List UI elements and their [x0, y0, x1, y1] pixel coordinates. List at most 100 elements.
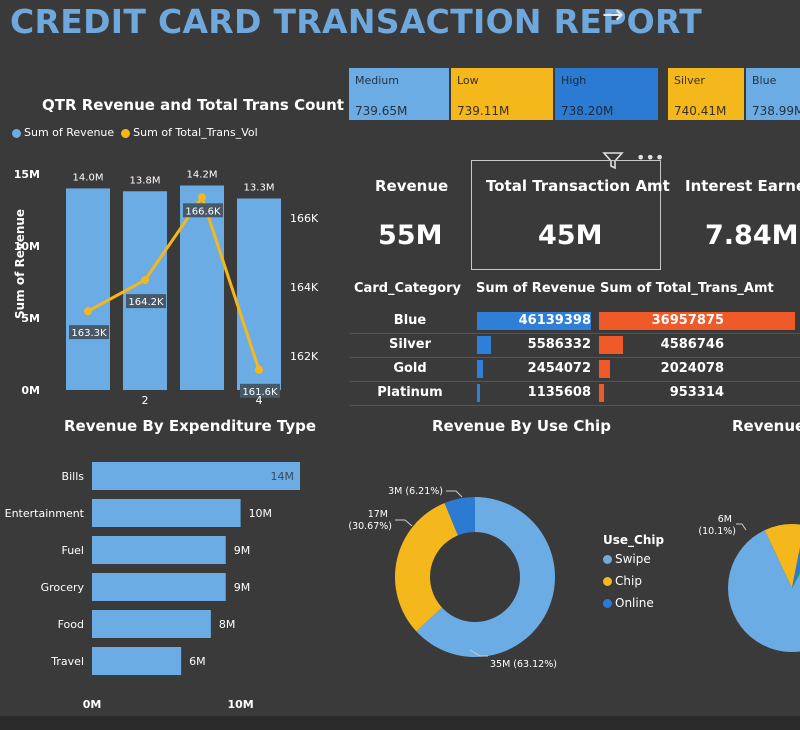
slice-label: (30.67%) — [348, 521, 392, 532]
revenue-bar — [123, 191, 167, 390]
cell-revenue: 5586332 — [527, 337, 591, 352]
x-tick-label: 0M — [83, 698, 102, 711]
kpi-interest-label: Interest Earned — [685, 177, 800, 195]
legend-label: Chip — [615, 574, 642, 588]
table-header-trans: Sum of Total_Trans_Amt — [600, 281, 774, 296]
transvol-point — [141, 276, 149, 285]
cell-category: Platinum — [377, 385, 443, 400]
line-data-label: 166.6K — [185, 206, 221, 217]
filter-icon[interactable] — [602, 150, 624, 170]
slicer-label: Medium — [355, 74, 399, 87]
cell-trans: 36957875 — [651, 313, 724, 328]
cell-revenue: 1135608 — [527, 385, 591, 400]
chip-chart-title: Revenue By Use Chip — [432, 417, 611, 435]
kpi-total-trans-label: Total Transaction Amt — [486, 177, 670, 195]
table-row[interactable]: Platinum 1135608 953314 — [350, 382, 800, 406]
slicer-silver[interactable]: Silver 740.41M — [668, 68, 744, 120]
exp-chart: Bills 14M Entertainment 10M Fuel 9M Grocery 9M F… — [5, 462, 300, 711]
slicer-value: 738.99M — [752, 104, 800, 118]
slicer-label: High — [561, 74, 587, 87]
slicer-value: 739.11M — [457, 104, 510, 118]
kpi-total-trans-card[interactable] — [471, 160, 661, 270]
arrow-right-icon[interactable]: → — [602, 0, 624, 30]
qtr-chart-title: QTR Revenue and Total Trans Count — [42, 96, 344, 114]
donut-slice — [444, 497, 475, 536]
bar-data-label: 14M — [271, 470, 295, 483]
cell-revenue: 2454072 — [527, 361, 591, 376]
revenue-bar — [237, 198, 281, 390]
trans-databar — [599, 336, 624, 354]
bar-data-label: 13.3M — [244, 182, 275, 193]
bottom-scrollbar[interactable] — [0, 716, 800, 730]
bar-data-label: 9M — [234, 581, 251, 594]
y-tick-label: 0M — [21, 384, 40, 397]
cell-category: Silver — [389, 337, 431, 352]
bar-data-label: 13.8M — [130, 175, 161, 186]
chip-legend-item[interactable]: Chip — [603, 574, 654, 588]
cell-category: Blue — [393, 313, 427, 328]
leader-line — [469, 649, 488, 657]
y-tick-label: 10M — [14, 240, 40, 253]
slicer-high[interactable]: High 738.20M — [555, 68, 658, 120]
chip-legend-item[interactable]: Swipe — [603, 552, 654, 566]
bar-data-label: 10M — [249, 507, 272, 520]
table-row[interactable]: Blue 46139398 36957875 — [350, 310, 800, 334]
pie-slice — [764, 524, 800, 588]
leader-line — [736, 523, 747, 531]
y-tick-label: 5M — [21, 312, 40, 325]
legend-transvol-dot — [121, 128, 131, 138]
category-label: Fuel — [61, 544, 84, 557]
expenditure-bar — [92, 536, 226, 564]
slicer-medium[interactable]: Medium 739.65M — [349, 68, 449, 120]
leader-line — [446, 490, 463, 498]
line-data-label: 161.6K — [242, 387, 278, 398]
transvol-point — [255, 365, 263, 374]
bar-data-label: 14.0M — [73, 172, 104, 183]
slicer-value: 738.20M — [561, 104, 614, 118]
chip-chart: 35M (63.12%) 17M(30.67%) 3M (6.21%) — [348, 486, 557, 670]
slice-label: 6M — [718, 514, 732, 525]
y2-tick-label: 162K — [290, 350, 319, 363]
chip-legend-item[interactable]: Online — [603, 596, 654, 610]
y2-tick-label: 166K — [290, 212, 319, 225]
donut-slice — [416, 497, 555, 657]
slicer-blue[interactable]: Blue 738.99M — [746, 68, 800, 120]
trans-databar — [599, 384, 605, 402]
kpi-revenue-value: 55M — [378, 220, 443, 251]
category-label: Food — [58, 618, 84, 631]
line-label-bg — [183, 203, 223, 218]
revenue-databar — [477, 336, 491, 354]
table-header-revenue: Sum of Revenue — [476, 281, 596, 296]
cell-category: Gold — [393, 361, 427, 376]
line-label-bg — [69, 325, 109, 340]
slice-label: (10.1%) — [698, 526, 736, 537]
slice-label: 17M — [368, 509, 388, 520]
category-label: Entertainment — [5, 507, 85, 520]
cell-trans: 4586746 — [660, 337, 724, 352]
line-label-bg — [240, 383, 280, 398]
slicer-label: Low — [457, 74, 479, 87]
kpi-interest-value: 7.84M — [705, 220, 799, 251]
table-row[interactable]: Silver 5586332 4586746 — [350, 334, 800, 358]
expenditure-bar — [92, 462, 300, 490]
slicer-label: Blue — [752, 74, 777, 87]
qtr-chart: 0M 5M 10M 15M 162K 164K 166K 14.0M 13.8M 14.2M 13.… — [14, 168, 319, 407]
x-tick-label: 10M — [227, 698, 253, 711]
pie-slice — [727, 530, 800, 652]
slicer-value: 740.41M — [674, 104, 727, 118]
more-options-icon[interactable]: ••• — [636, 148, 665, 167]
expenditure-bar — [92, 610, 211, 638]
line-data-label: 164.2K — [128, 297, 164, 308]
legend-revenue-dot — [12, 128, 21, 138]
slicer-label: Silver — [674, 74, 705, 87]
revenue-databar — [477, 360, 484, 378]
pie-slice — [792, 547, 800, 588]
slicer-low[interactable]: Low 739.11M — [451, 68, 553, 120]
transvol-point — [84, 307, 92, 316]
exp-chart-title: Revenue By Expenditure Type — [64, 417, 317, 435]
slicer-value: 739.65M — [355, 104, 408, 118]
y-tick-label: 15M — [14, 168, 40, 181]
table-row[interactable]: Gold 2454072 2024078 — [350, 358, 800, 382]
bar-data-label: 6M — [189, 655, 206, 668]
kpi-revenue-label: Revenue — [375, 177, 449, 195]
